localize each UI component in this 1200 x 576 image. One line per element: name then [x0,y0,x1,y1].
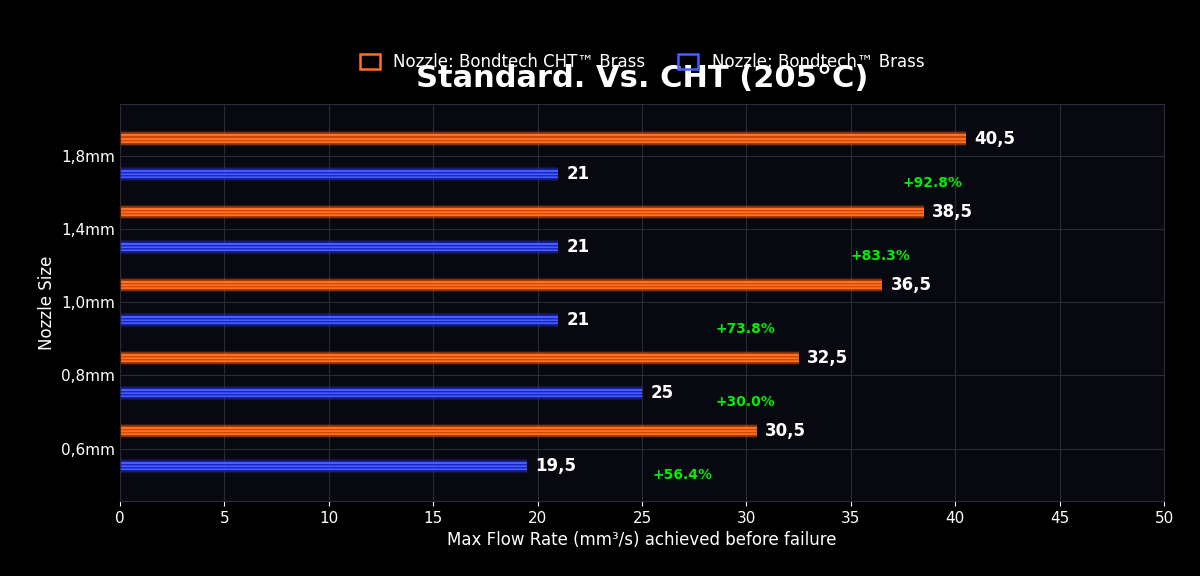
Title: Standard. Vs. CHT (205°C): Standard. Vs. CHT (205°C) [416,64,868,93]
Text: +56.4%: +56.4% [653,468,713,482]
Text: 30,5: 30,5 [766,422,806,440]
Text: 40,5: 40,5 [974,130,1015,148]
Text: 36,5: 36,5 [890,276,931,294]
Text: +83.3%: +83.3% [851,249,911,263]
X-axis label: Max Flow Rate (mm³/s) achieved before failure: Max Flow Rate (mm³/s) achieved before fa… [448,532,836,550]
Legend: Nozzle: Bondtech CHT™ Brass, Nozzle: Bondtech™ Brass: Nozzle: Bondtech CHT™ Brass, Nozzle: Bon… [352,44,932,79]
Text: +73.8%: +73.8% [715,322,775,336]
Text: 21: 21 [566,238,590,256]
Y-axis label: Nozzle Size: Nozzle Size [37,255,55,350]
Text: 19,5: 19,5 [535,457,576,475]
Text: +92.8%: +92.8% [904,176,964,190]
Text: 21: 21 [566,165,590,183]
Text: 25: 25 [650,384,673,402]
Text: 21: 21 [566,311,590,329]
Text: 38,5: 38,5 [932,203,973,221]
Text: +30.0%: +30.0% [715,395,775,409]
Text: 32,5: 32,5 [806,349,848,367]
